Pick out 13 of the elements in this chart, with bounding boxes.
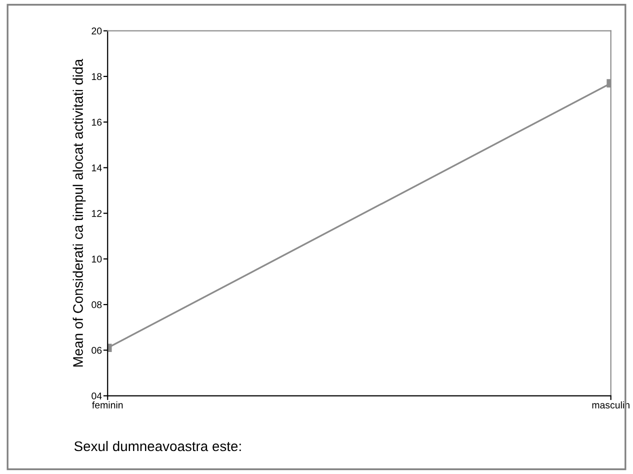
y-tick-label: 16 <box>92 118 102 126</box>
y-tick-label: 14 <box>92 164 102 172</box>
x-tick-label: masculin <box>592 401 630 408</box>
y-tick-label: 20 <box>92 28 102 34</box>
y-tick-label: 06 <box>92 346 102 354</box>
x-axis-title: Sexul dumneavoastra este: <box>74 440 241 452</box>
x-tick-label: feminin <box>92 401 123 408</box>
y-axis-title: Mean of Considerati ca timpul alocat activitati dida <box>72 58 86 367</box>
y-tick-label: 18 <box>92 73 102 80</box>
y-tick-label: 04 <box>92 392 102 400</box>
y-tick-label: 08 <box>92 301 102 308</box>
y-tick-label: 10 <box>92 256 102 263</box>
y-tick-label: 12 <box>92 210 102 217</box>
